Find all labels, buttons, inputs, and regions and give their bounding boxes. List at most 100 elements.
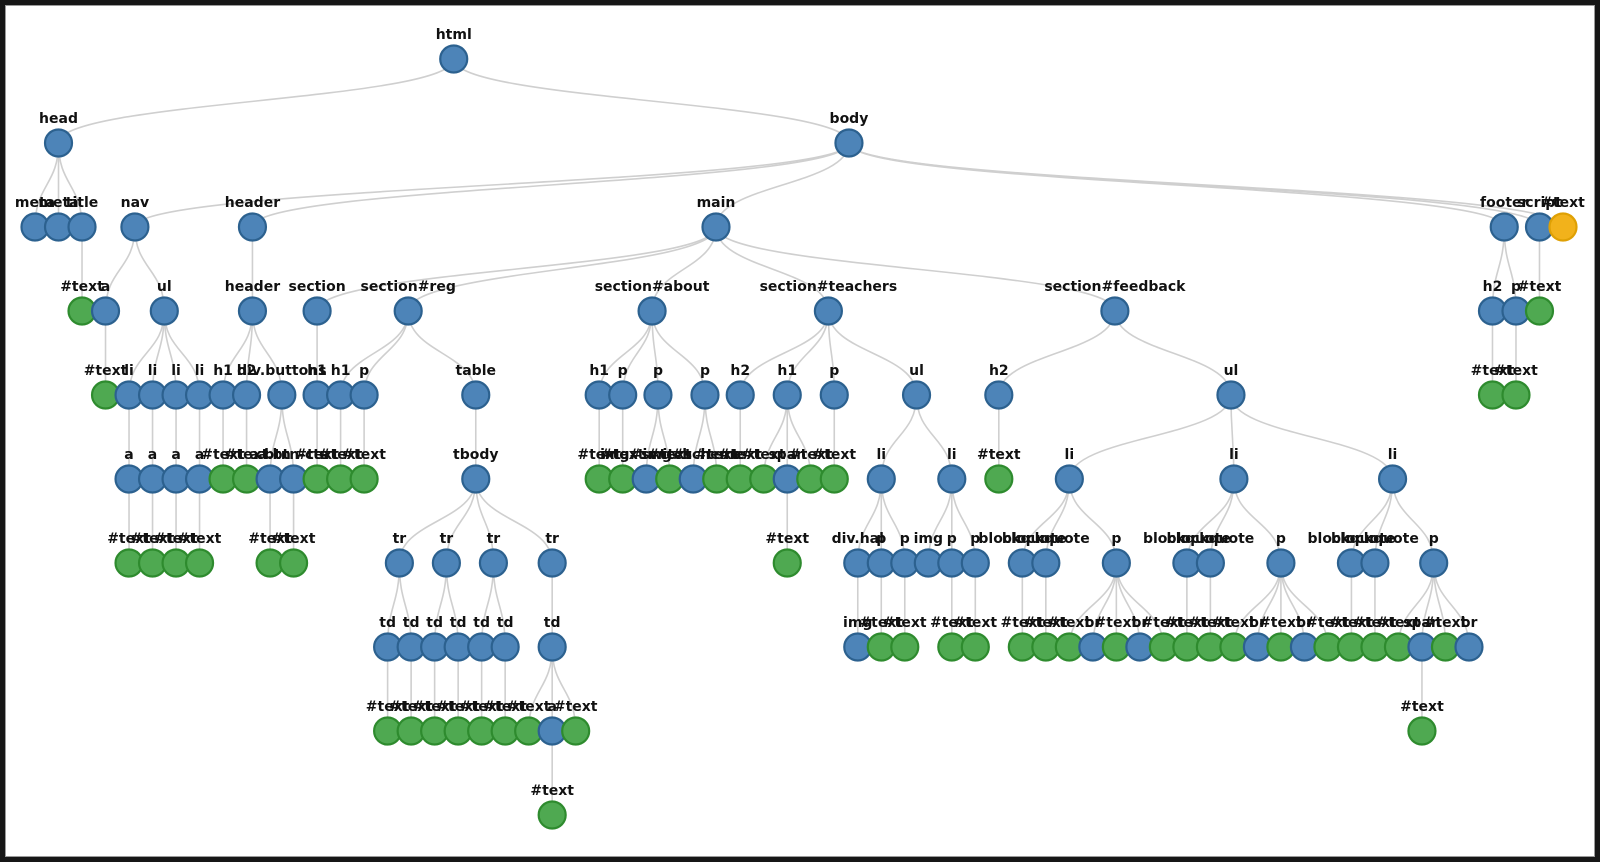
tree-link xyxy=(251,142,850,228)
ul-element-node[interactable] xyxy=(1216,380,1246,410)
section-element-node[interactable] xyxy=(302,296,332,326)
text-node[interactable] xyxy=(537,800,567,830)
text-node[interactable] xyxy=(1524,296,1555,326)
node-label: tr xyxy=(393,531,407,547)
highlighted-text-node[interactable] xyxy=(1548,212,1578,242)
h2-element-node[interactable] xyxy=(231,380,262,410)
tree-link xyxy=(316,226,717,312)
tr-element-node[interactable] xyxy=(537,548,567,578)
tree-link xyxy=(407,226,717,312)
tbody-element-node[interactable] xyxy=(461,464,491,494)
tree-link xyxy=(848,142,1506,228)
blockquote-element-node[interactable] xyxy=(1195,548,1225,578)
node-label: div.hal xyxy=(832,531,884,547)
header-element-node[interactable] xyxy=(237,212,268,242)
h1-element-node[interactable] xyxy=(772,380,802,410)
tree-node-td: td xyxy=(373,615,403,662)
node-label: script xyxy=(1517,195,1562,211)
tree-node-p: p xyxy=(608,363,638,410)
h2-element-node[interactable] xyxy=(984,380,1014,410)
section-teachers-element-node[interactable] xyxy=(813,296,843,326)
ul-element-node[interactable] xyxy=(149,296,179,326)
node-label: section xyxy=(288,279,345,295)
tree-node-title: title xyxy=(66,195,98,242)
tree-node-table: table xyxy=(456,363,496,410)
table-element-node[interactable] xyxy=(461,380,491,410)
text-node[interactable] xyxy=(1407,716,1437,746)
text-node[interactable] xyxy=(184,548,215,578)
text-node[interactable] xyxy=(960,632,990,662)
li-element-node[interactable] xyxy=(866,464,896,494)
tr-element-node[interactable] xyxy=(384,548,414,578)
section-reg-element-node[interactable] xyxy=(393,296,423,326)
tree-node-br: br xyxy=(1454,615,1484,662)
li-element-node[interactable] xyxy=(937,464,967,494)
p-element-node[interactable] xyxy=(643,380,673,410)
node-label: blockquote xyxy=(1143,531,1231,547)
text-node[interactable] xyxy=(772,548,802,578)
main-element-node[interactable] xyxy=(701,212,731,242)
tree-node-section-teachers: section#teachers xyxy=(760,279,897,326)
p-element-node[interactable] xyxy=(1266,548,1296,578)
tree-node-ul: ul xyxy=(1216,363,1246,410)
text-node[interactable] xyxy=(278,548,309,578)
section-about-element-node[interactable] xyxy=(637,296,667,326)
node-label: div.buttons xyxy=(237,363,326,379)
h2-element-node[interactable] xyxy=(725,380,755,410)
tr-element-node[interactable] xyxy=(478,548,508,578)
tree-node-li: li xyxy=(114,363,144,410)
blockquote-element-node[interactable] xyxy=(1031,548,1061,578)
node-label: td xyxy=(473,615,490,631)
td-element-node[interactable] xyxy=(537,632,567,662)
tree-node-p: p xyxy=(643,363,673,410)
html-element-node[interactable] xyxy=(439,44,469,74)
node-label: blockquote xyxy=(1002,531,1090,547)
node-label: img#scheme xyxy=(643,447,744,463)
node-label: section#feedback xyxy=(1044,279,1186,295)
p-element-node[interactable] xyxy=(349,380,379,410)
p-element-node[interactable] xyxy=(819,380,849,410)
li-element-node[interactable] xyxy=(1054,464,1084,494)
tree-node-footer: footer xyxy=(1480,195,1529,242)
p-element-node[interactable] xyxy=(1419,548,1449,578)
node-label: title xyxy=(66,195,98,211)
node-label: body xyxy=(830,111,869,127)
node-label: #text xyxy=(789,447,833,463)
text-node[interactable] xyxy=(984,464,1014,494)
node-label: li xyxy=(1065,447,1075,463)
node-label: td xyxy=(450,615,467,631)
br-element-node[interactable] xyxy=(1454,632,1484,662)
title-element-node[interactable] xyxy=(67,212,97,242)
ul-element-node[interactable] xyxy=(901,380,932,410)
tree-node-head: head xyxy=(39,111,78,158)
node-label: blockquote xyxy=(1166,531,1254,547)
a-element-node[interactable] xyxy=(90,296,121,326)
p-element-node[interactable] xyxy=(1101,548,1131,578)
li-element-node[interactable] xyxy=(1377,464,1408,494)
nav-element-node[interactable] xyxy=(120,212,150,242)
text-node[interactable] xyxy=(819,464,849,494)
text-node[interactable] xyxy=(1501,380,1531,410)
node-label: img#switch xyxy=(600,447,692,463)
blockquote-element-node[interactable] xyxy=(1360,548,1390,578)
tree-node-p: p xyxy=(819,363,849,410)
div-buttons-element-node[interactable] xyxy=(267,380,297,410)
p-element-node[interactable] xyxy=(960,548,990,578)
text-node[interactable] xyxy=(561,716,591,746)
text-node[interactable] xyxy=(349,464,379,494)
head-element-node[interactable] xyxy=(43,128,74,158)
tree-node-p: p xyxy=(1266,531,1296,578)
p-element-node[interactable] xyxy=(690,380,720,410)
footer-element-node[interactable] xyxy=(1489,212,1519,242)
section-feedback-element-node[interactable] xyxy=(1100,296,1130,326)
body-element-node[interactable] xyxy=(834,128,864,158)
tr-element-node[interactable] xyxy=(431,548,461,578)
p-element-node[interactable] xyxy=(608,380,638,410)
td-element-node[interactable] xyxy=(490,632,520,662)
li-element-node[interactable] xyxy=(1219,464,1249,494)
header-element-node[interactable] xyxy=(237,296,268,326)
tree-link xyxy=(398,478,477,564)
text-node[interactable] xyxy=(890,632,920,662)
tree-node-h2: h2 xyxy=(725,363,755,410)
node-label: meta xyxy=(15,195,55,211)
